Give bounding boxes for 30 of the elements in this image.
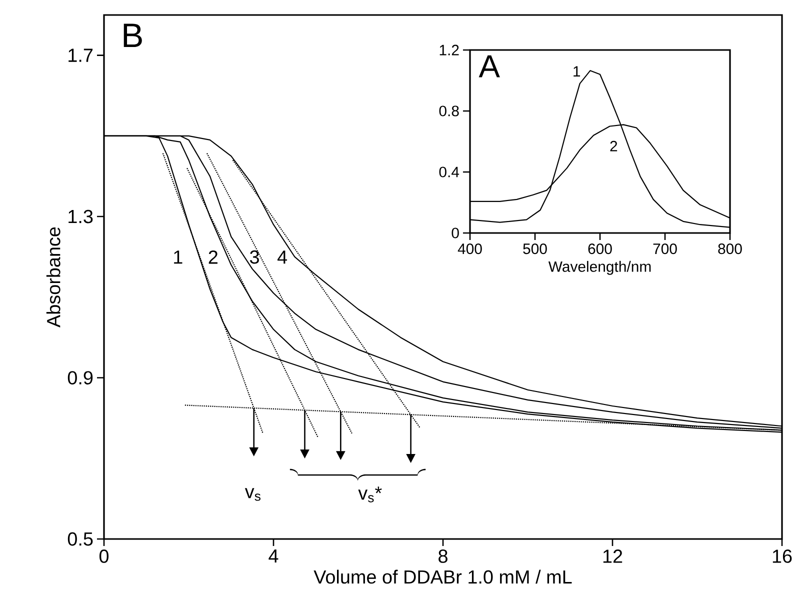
x-tick-label: 12 <box>603 550 622 563</box>
x-tick-label: 16 <box>772 550 792 563</box>
x-tick-label: 700 <box>653 244 677 254</box>
x-axis-title: Volume of DDABr 1.0 mM / mL <box>314 570 572 584</box>
x-axis-title: Wavelength/nm <box>548 260 651 275</box>
y-tick-label: 1.3 <box>68 210 93 224</box>
x-tick-label: 400 <box>458 244 482 254</box>
annotation: 1 <box>174 250 182 264</box>
annotation: v$_{s}$* <box>358 486 382 502</box>
annotation: 3 <box>250 250 259 264</box>
y-tick-label: 0.9 <box>68 371 93 384</box>
y-tick-label: 0.4 <box>439 166 460 178</box>
annotation: v$_{s}$ <box>244 488 260 501</box>
chart-title: B <box>124 24 142 48</box>
y-tick-label: 1.2 <box>440 44 459 56</box>
y-tick-label: 1.7 <box>68 48 93 62</box>
annotation: 1 <box>574 66 580 77</box>
y-axis-title: Absorbance <box>46 227 60 328</box>
x-tick-label: 500 <box>523 244 547 254</box>
y-tick-label: 0 <box>452 228 459 238</box>
x-tick-label: 600 <box>588 244 612 254</box>
x-tick-label: 4 <box>268 550 278 563</box>
x-tick-label: 800 <box>718 244 742 254</box>
y-tick-label: 0.5 <box>68 532 93 546</box>
chart-title: A <box>478 55 500 78</box>
y-tick-label: 0.8 <box>439 106 459 116</box>
annotation: 2 <box>610 140 618 152</box>
x-tick-label: 8 <box>438 550 448 563</box>
x-tick-label: 0 <box>99 550 109 563</box>
annotation: 2 <box>208 250 218 264</box>
